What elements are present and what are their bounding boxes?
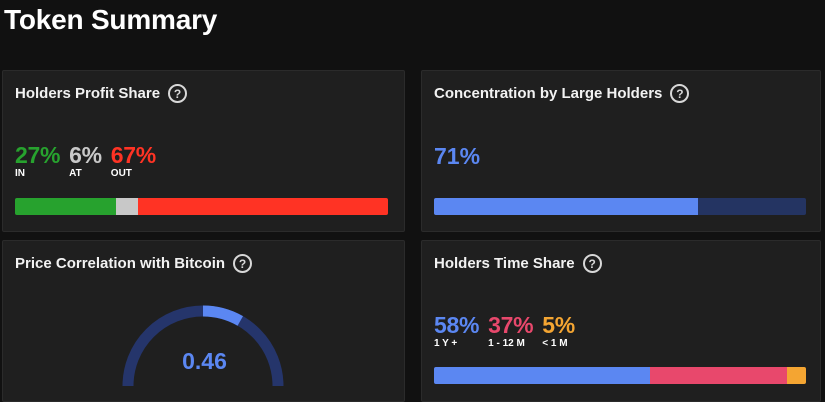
profit-in-label: IN — [15, 168, 25, 179]
profit-share-bar-segment — [115, 198, 139, 215]
time-lt1m-label: < 1 M — [542, 338, 568, 349]
correlation-title: Price Correlation with Bitcoin — [15, 255, 226, 272]
time-share-bar-segment — [434, 367, 650, 384]
profit-share-title: Holders Profit Share — [15, 85, 161, 102]
profit-at-value: 6% — [69, 142, 102, 168]
time-share-header: Holders Time Share ? — [434, 254, 602, 273]
time-1-12m-stat: 37% 1 - 12 M — [488, 313, 533, 349]
question-circle-icon[interactable]: ? — [670, 84, 690, 103]
profit-in-value: 27% — [15, 142, 61, 168]
concentration-bar-fill — [434, 198, 699, 215]
correlation-value: 0.46 — [182, 348, 227, 374]
profit-share-stats: 27% IN 6% AT 67% OUT — [15, 143, 156, 179]
concentration-card: Concentration by Large Holders ? 71% — [421, 70, 821, 232]
question-circle-icon[interactable]: ? — [168, 84, 188, 103]
time-share-bar-segment — [649, 367, 788, 384]
concentration-value: 71% — [434, 143, 481, 169]
profit-share-bar — [15, 198, 388, 215]
gauge-track — [122, 305, 284, 387]
profit-out-value: 67% — [110, 142, 156, 168]
time-lt1m-stat: 5% < 1 M — [542, 313, 575, 349]
profit-share-header: Holders Profit Share ? — [15, 84, 188, 103]
profit-in-stat: 27% IN — [15, 143, 60, 179]
correlation-header: Price Correlation with Bitcoin ? — [15, 254, 253, 273]
profit-at-label: AT — [69, 168, 82, 179]
correlation-gauge — [122, 305, 284, 387]
time-1y-label: 1 Y + — [434, 338, 458, 349]
time-1y-value: 58% — [434, 312, 480, 338]
time-share-card: Holders Time Share ? 58% 1 Y + 37% 1 - 1… — [421, 240, 821, 402]
question-circle-icon[interactable]: ? — [233, 254, 253, 273]
gauge-fill — [202, 305, 244, 326]
profit-out-stat: 67% OUT — [111, 143, 156, 179]
profit-share-card: Holders Profit Share ? 27% IN 6% AT 67% … — [2, 70, 405, 232]
correlation-card: Price Correlation with Bitcoin ? 0.46 — [2, 240, 405, 402]
time-share-bar — [434, 367, 806, 384]
concentration-bar — [434, 198, 806, 215]
time-share-bar-segment — [787, 367, 806, 384]
profit-at-stat: 6% AT — [69, 143, 102, 179]
concentration-bar-remainder — [698, 198, 806, 215]
time-lt1m-value: 5% — [542, 312, 575, 338]
question-circle-icon[interactable]: ? — [582, 254, 602, 273]
time-1-12m-label: 1 - 12 M — [488, 338, 525, 349]
page-title: Token Summary — [4, 4, 218, 35]
profit-share-bar-segment — [15, 198, 116, 215]
time-1-12m-value: 37% — [488, 312, 534, 338]
profit-out-label: OUT — [110, 168, 132, 179]
time-share-stats: 58% 1 Y + 37% 1 - 12 M 5% < 1 M — [434, 313, 575, 349]
time-share-title: Holders Time Share — [434, 255, 575, 272]
time-1y-stat: 58% 1 Y + — [434, 313, 479, 349]
concentration-title: Concentration by Large Holders — [434, 85, 663, 102]
profit-share-bar-segment — [138, 198, 388, 215]
concentration-header: Concentration by Large Holders ? — [434, 84, 690, 103]
